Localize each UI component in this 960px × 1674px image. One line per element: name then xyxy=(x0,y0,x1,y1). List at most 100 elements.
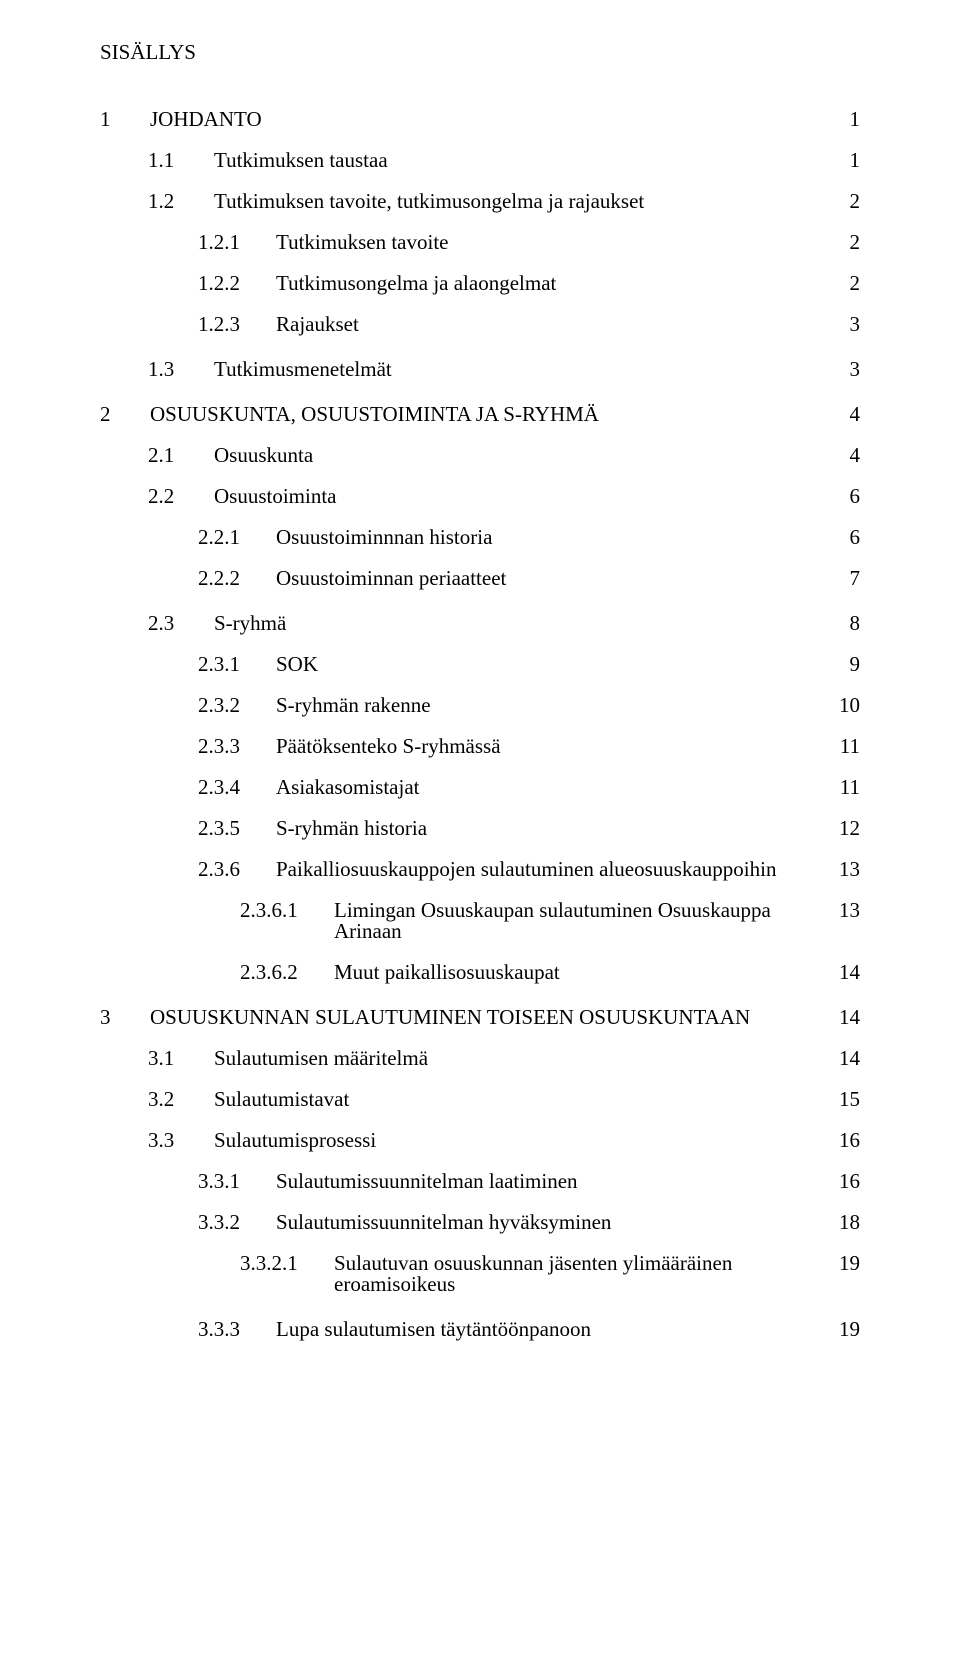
toc-number: 2.1 xyxy=(100,445,214,466)
toc-number: 2.3.2 xyxy=(100,695,276,716)
toc-page-number: 14 xyxy=(832,962,860,983)
toc-page-number: 16 xyxy=(832,1171,860,1192)
toc-number: 2.3.1 xyxy=(100,654,276,675)
toc-label: Osuustoiminnan periaatteet xyxy=(276,568,832,589)
toc-entry: 2.2.1Osuustoiminnnan historia6 xyxy=(100,527,860,548)
toc-page-number: 4 xyxy=(832,404,860,425)
toc-page-number: 11 xyxy=(832,736,860,757)
toc-page-number: 10 xyxy=(832,695,860,716)
toc-entry: 2.3.3Päätöksenteko S-ryhmässä11 xyxy=(100,736,860,757)
toc-page-number: 6 xyxy=(832,527,860,548)
toc-entry: 1.2.3Rajaukset3 xyxy=(100,314,860,335)
toc-page-number: 14 xyxy=(832,1007,860,1028)
toc-page-number: 8 xyxy=(832,613,860,634)
document-page: SISÄLLYS 1JOHDANTO1 1.1Tutkimuksen tausta… xyxy=(0,0,960,1420)
toc-page-number: 2 xyxy=(832,191,860,212)
toc-label: Lupa sulautumisen täytäntöönpanoon xyxy=(276,1319,832,1340)
toc-number: 1 xyxy=(100,109,150,130)
toc-number: 1.2.3 xyxy=(100,314,276,335)
toc-page-number: 1 xyxy=(832,109,860,130)
toc-label: Limingan Osuuskaupan sulautuminen Osuusk… xyxy=(334,900,832,942)
toc-number: 2.3.4 xyxy=(100,777,276,798)
toc-label: Sulautumissuunnitelman laatiminen xyxy=(276,1171,832,1192)
toc-entry: 2.3.2S-ryhmän rakenne10 xyxy=(100,695,860,716)
toc-entry: 2.3.6Paikalliosuuskauppojen sulautuminen… xyxy=(100,859,860,880)
toc-entry: 2.3.4Asiakasomistajat11 xyxy=(100,777,860,798)
toc-page-number: 16 xyxy=(832,1130,860,1151)
toc-number: 2.3.3 xyxy=(100,736,276,757)
toc-entry: 2.3.6.2Muut paikallisosuuskaupat14 xyxy=(100,962,860,983)
toc-entry: 3.2Sulautumistavat15 xyxy=(100,1089,860,1110)
toc-entry: 2.2Osuustoiminta6 xyxy=(100,486,860,507)
toc-label: OSUUSKUNNAN SULAUTUMINEN TOISEEN OSUUSKU… xyxy=(150,1007,832,1028)
toc-label: Sulautumissuunnitelman hyväksyminen xyxy=(276,1212,832,1233)
toc-label: S-ryhmän historia xyxy=(276,818,832,839)
page-title: SISÄLLYS xyxy=(100,40,860,65)
toc-entry: 1.3Tutkimusmenetelmät3 xyxy=(100,359,860,380)
toc-entry: 2.3.1SOK9 xyxy=(100,654,860,675)
toc-page-number: 7 xyxy=(832,568,860,589)
toc-number: 2.2.1 xyxy=(100,527,276,548)
toc-page-number: 13 xyxy=(832,859,860,880)
toc-page-number: 19 xyxy=(832,1253,860,1295)
toc-label: Muut paikallisosuuskaupat xyxy=(334,962,832,983)
toc-number: 3.3.2 xyxy=(100,1212,276,1233)
toc-label: SOK xyxy=(276,654,832,675)
toc-page-number: 6 xyxy=(832,486,860,507)
toc-entry: 3OSUUSKUNNAN SULAUTUMINEN TOISEEN OSUUSK… xyxy=(100,1007,860,1028)
toc-number: 3.3.3 xyxy=(100,1319,276,1340)
toc-label: OSUUSKUNTA, OSUUSTOIMINTA JA S-RYHMÄ xyxy=(150,404,832,425)
toc-page-number: 1 xyxy=(832,150,860,171)
toc-number: 3 xyxy=(100,1007,150,1028)
toc-number: 3.2 xyxy=(100,1089,214,1110)
toc-number: 2.3.6.1 xyxy=(100,900,334,942)
toc-label: Tutkimuksen taustaa xyxy=(214,150,832,171)
toc-number: 2.3.6.2 xyxy=(100,962,334,983)
toc-label: Tutkimuksen tavoite, tutkimusongelma ja … xyxy=(214,191,832,212)
table-of-contents: 1JOHDANTO11.1Tutkimuksen taustaa11.2Tutk… xyxy=(100,109,860,1340)
toc-label: S-ryhmän rakenne xyxy=(276,695,832,716)
toc-entry: 3.3.2Sulautumissuunnitelman hyväksyminen… xyxy=(100,1212,860,1233)
toc-number: 2.3.5 xyxy=(100,818,276,839)
toc-entry: 2.3.6.1Limingan Osuuskaupan sulautuminen… xyxy=(100,900,860,942)
toc-number: 3.1 xyxy=(100,1048,214,1069)
toc-label: Rajaukset xyxy=(276,314,832,335)
toc-number: 2.3.6 xyxy=(100,859,276,880)
toc-label: Tutkimusmenetelmät xyxy=(214,359,832,380)
toc-entry: 3.3Sulautumisprosessi16 xyxy=(100,1130,860,1151)
toc-entry: 1.2.2Tutkimusongelma ja alaongelmat2 xyxy=(100,273,860,294)
toc-label: S-ryhmä xyxy=(214,613,832,634)
toc-entry: 3.3.1Sulautumissuunnitelman laatiminen16 xyxy=(100,1171,860,1192)
toc-label: JOHDANTO xyxy=(150,109,832,130)
toc-label: Osuuskunta xyxy=(214,445,832,466)
toc-entry: 2.3S-ryhmä8 xyxy=(100,613,860,634)
toc-number: 1.2.2 xyxy=(100,273,276,294)
toc-number: 2.3 xyxy=(100,613,214,634)
toc-number: 3.3.2.1 xyxy=(100,1253,334,1295)
toc-entry: 2.2.2Osuustoiminnan periaatteet7 xyxy=(100,568,860,589)
toc-number: 1.3 xyxy=(100,359,214,380)
toc-page-number: 19 xyxy=(832,1319,860,1340)
toc-page-number: 3 xyxy=(832,314,860,335)
toc-label: Osuustoiminta xyxy=(214,486,832,507)
toc-entry: 1.2.1Tutkimuksen tavoite2 xyxy=(100,232,860,253)
toc-entry: 3.1Sulautumisen määritelmä14 xyxy=(100,1048,860,1069)
toc-number: 1.1 xyxy=(100,150,214,171)
toc-page-number: 15 xyxy=(832,1089,860,1110)
toc-entry: 2OSUUSKUNTA, OSUUSTOIMINTA JA S-RYHMÄ4 xyxy=(100,404,860,425)
toc-page-number: 2 xyxy=(832,273,860,294)
toc-page-number: 9 xyxy=(832,654,860,675)
toc-entry: 2.3.5S-ryhmän historia12 xyxy=(100,818,860,839)
toc-page-number: 3 xyxy=(832,359,860,380)
toc-entry: 1JOHDANTO1 xyxy=(100,109,860,130)
toc-page-number: 18 xyxy=(832,1212,860,1233)
toc-number: 2.2.2 xyxy=(100,568,276,589)
toc-number: 1.2 xyxy=(100,191,214,212)
toc-label: Sulautumisprosessi xyxy=(214,1130,832,1151)
toc-label: Päätöksenteko S-ryhmässä xyxy=(276,736,832,757)
toc-label: Osuustoiminnnan historia xyxy=(276,527,832,548)
toc-label: Sulautuvan osuuskunnan jäsenten ylimäärä… xyxy=(334,1253,832,1295)
toc-page-number: 2 xyxy=(832,232,860,253)
toc-page-number: 4 xyxy=(832,445,860,466)
toc-number: 3.3.1 xyxy=(100,1171,276,1192)
